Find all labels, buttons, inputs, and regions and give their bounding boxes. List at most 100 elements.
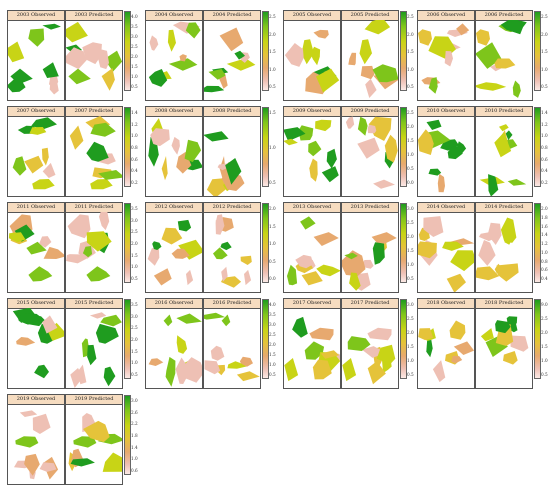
predicted-map: 2006 Predicted [475,10,533,101]
map-parcel [371,232,397,246]
map-plot [418,119,467,193]
colorbar-tick-label: 1.8 [541,214,548,220]
observed-map: 2017 Observed [283,298,341,389]
map-plot [14,410,59,480]
map-parcel [42,162,56,178]
colorbar-tick-label: 2.5 [131,44,138,49]
map-parcel [42,23,61,30]
map-parcel [298,125,314,141]
predicted-map: 2007 Predicted [65,106,123,197]
observed-map: 2004 Observed [145,10,203,101]
predicted-map: 2015 Predicted [65,298,123,389]
colorbar-tick-label: 0.5 [407,372,414,377]
map-parcel [101,68,115,91]
map-parcel [178,239,202,260]
year-panel-2016: 2016 Observed 2016 Predicted 4.0 3.5 3.0 2.5 2… [141,298,276,390]
observed-title: 2007 Observed [8,107,64,117]
map-parcel [367,124,377,134]
colorbar-tick-label: 1.5 [407,138,414,143]
map-parcel [210,345,225,361]
colorbar-tick-label: 1.5 [131,64,138,69]
map-parcel [165,356,176,387]
colorbar [400,107,407,187]
map-parcel [41,147,49,166]
year-panel-2017: 2017 Observed 2017 Predicted 3.0 2.5 2.0 1.5 1… [279,298,414,390]
map-parcel [507,179,527,186]
map-parcel [82,42,102,65]
map-parcel [304,341,325,360]
colorbar-tick-label: 4.0 [131,14,138,19]
map-parcel [152,241,162,250]
map-parcel [225,158,242,185]
colorbar-tick-label: 0.5 [541,84,548,89]
map-parcel [284,138,298,146]
map-parcel [418,328,434,341]
map-parcel [450,250,474,272]
colorbar-tick-label: 1.0 [131,264,138,270]
map-parcel [175,357,188,384]
map-parcel [476,42,502,69]
map-parcel [376,344,396,365]
map-parcel [206,178,227,196]
year-panel-2008: 2008 Observed 2008 Predicted 1.5 1.0 0.5 [141,106,276,198]
colorbar [534,11,541,91]
map-parcel [316,68,340,93]
colorbar [534,299,541,379]
colorbar-tick-label: 2.5 [269,332,276,337]
map-parcel [310,46,321,66]
map-plot [204,312,260,382]
map-parcel [86,231,112,252]
map-parcel [226,58,256,71]
map-parcel [73,436,97,448]
observed-title: 2016 Observed [146,299,202,309]
map-parcel [494,132,512,158]
colorbar-tick-label: 3.5 [269,312,276,317]
map-parcel [357,116,368,136]
observed-title: 2014 Observed [418,203,474,213]
map-parcel [349,272,361,291]
map-parcel [446,273,466,292]
map-parcel [309,327,334,341]
colorbar-tick-label: 1.5 [131,252,138,258]
colorbar-tick-label: 1.5 [269,49,276,54]
map-parcel [213,247,228,260]
map-plot [68,413,122,472]
map-parcel [82,246,93,258]
map-parcel [167,29,176,52]
map-plot [284,119,339,183]
map-plot [287,216,340,286]
colorbar-tick-label: 3.0 [407,302,414,307]
colorbar-tick-label: 2.5 [407,316,414,321]
colorbar [124,299,131,379]
map-parcel [15,436,39,448]
observed-map: 2015 Observed [7,298,65,389]
colorbar-tick-label: 0.5 [541,372,548,377]
colorbar-tick-label: 1.0 [407,262,414,267]
colorbar-tick-label: 1.0 [131,133,138,139]
map-parcel [161,156,168,181]
predicted-title: 2012 Predicted [204,203,260,213]
colorbar-tick-label: 1.0 [269,66,276,72]
map-parcel [503,351,518,365]
colorbar-tick-label: 2.0 [407,124,414,129]
colorbar-tick-label: 1.4 [541,232,548,238]
colorbar-tick-label: 1.0 [131,74,138,79]
map-parcel [39,236,52,248]
colorbar-tick-label: 1.5 [131,348,138,354]
map-plot [12,117,57,190]
colorbar-tick-label: 0.5 [407,276,414,281]
map-plot [204,27,256,93]
colorbar-tick-label: 2.5 [407,14,414,19]
colorbar-tick-label: 3.5 [131,206,138,211]
map-plot [8,23,61,95]
colorbar-tick-label: 0.0 [269,276,276,281]
map-parcel [384,134,398,163]
colorbar-tick-label: 9.0 [541,302,548,307]
map-parcel [179,54,187,62]
predicted-title: 2011 Predicted [66,203,122,213]
colorbar-tick-label: 1.0 [541,133,548,139]
map-parcel [284,43,304,67]
colorbar [262,203,269,283]
colorbar [124,395,131,475]
map-plot [418,216,474,292]
